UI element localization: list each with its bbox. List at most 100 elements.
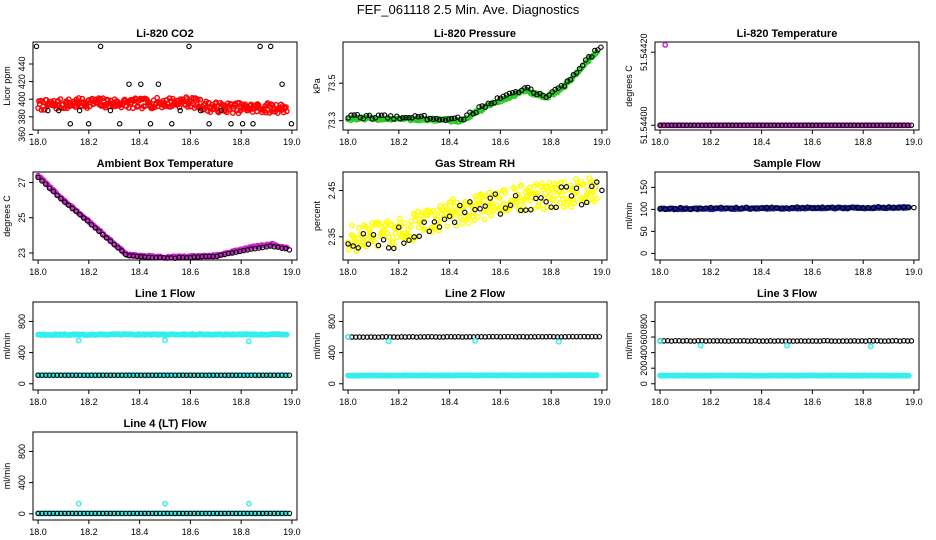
data-point	[233, 510, 239, 517]
x-tick-label: 18.4	[131, 397, 149, 407]
data-point	[431, 219, 438, 225]
y-axis-label: ml/min	[2, 463, 12, 490]
y-tick-label: 440	[17, 56, 27, 71]
plot-frame	[32, 431, 298, 521]
data-point	[391, 245, 397, 252]
data-point	[569, 333, 576, 340]
data-point	[528, 86, 534, 92]
data-point	[401, 240, 407, 246]
data-point	[661, 122, 667, 129]
series-reference	[35, 510, 293, 517]
x-tick-label: 18.8	[232, 267, 250, 277]
data-point	[122, 372, 129, 378]
data-point	[416, 233, 422, 240]
data-point	[501, 333, 507, 340]
data-point	[210, 253, 216, 260]
data-point	[96, 510, 102, 517]
chart-pressure: Li-820 Pressure kPa 18.0 18.2 18.4 18.6 18.8 19…	[312, 28, 611, 147]
data-point	[145, 372, 152, 378]
data-point	[580, 181, 587, 187]
data-point	[191, 372, 197, 378]
data-point	[486, 189, 493, 196]
data-point	[677, 204, 684, 211]
x-tick-label: 18.0	[29, 137, 47, 147]
data-point	[145, 510, 152, 517]
data-point	[459, 220, 465, 227]
plot-frame	[654, 41, 920, 131]
data-point	[589, 183, 595, 190]
data-point	[748, 122, 755, 129]
data-point	[286, 510, 293, 517]
data-point	[664, 122, 671, 129]
data-point	[400, 115, 406, 121]
x-tick-label: 18.2	[390, 137, 408, 147]
data-point	[824, 204, 831, 211]
data-point	[723, 205, 729, 211]
x-tick-label: 18.8	[542, 267, 560, 277]
plot-frame	[342, 41, 608, 131]
data-point	[482, 203, 488, 209]
data-point	[199, 510, 205, 517]
data-point	[444, 334, 450, 340]
data-point	[84, 510, 91, 517]
data-point	[506, 90, 513, 97]
series-reference	[345, 179, 605, 252]
data-point	[462, 209, 468, 216]
data-point	[774, 205, 780, 211]
data-point	[775, 338, 781, 344]
data-point	[210, 372, 216, 378]
data-point	[352, 334, 359, 340]
data-point	[566, 333, 572, 340]
data-point	[111, 510, 117, 517]
data-point	[828, 122, 835, 129]
data-point	[100, 231, 106, 238]
data-point	[206, 510, 213, 517]
chart-line2: Line 2 Flow ml/min 18.0 18.2 18.4 18.6 18.8 19.…	[312, 288, 611, 407]
data-point	[836, 338, 842, 344]
data-point	[901, 204, 907, 210]
data-point	[467, 199, 473, 205]
data-point	[54, 510, 60, 517]
data-point	[433, 115, 440, 122]
data-point	[141, 372, 148, 378]
data-point	[451, 219, 458, 226]
data-point	[96, 372, 102, 378]
data-point	[760, 338, 766, 344]
series-reference	[657, 338, 915, 344]
data-point	[564, 78, 571, 84]
data-point	[908, 122, 915, 129]
x-tick-label: 18.0	[339, 267, 357, 277]
data-point	[116, 121, 123, 127]
x-tick-label: 18.8	[232, 397, 250, 407]
data-point	[695, 122, 701, 129]
data-point	[859, 122, 865, 129]
chart-line4: Line 4 (LT) Flow ml/min 18.0 18.2 18.4 18.6 18…	[2, 418, 301, 537]
data-point	[164, 372, 171, 378]
data-point	[535, 333, 542, 340]
x-tick-label: 18.6	[182, 267, 200, 277]
data-point	[160, 510, 167, 517]
data-point	[439, 116, 446, 123]
data-point	[794, 338, 800, 344]
plot-frame	[654, 171, 920, 261]
data-point	[371, 334, 378, 340]
data-point	[218, 107, 225, 114]
data-point	[172, 510, 178, 517]
y-axis-label: ml/min	[312, 333, 322, 360]
data-point	[456, 209, 463, 216]
data-point	[366, 112, 373, 119]
data-point	[703, 338, 709, 344]
data-point	[345, 247, 352, 253]
data-point	[81, 510, 87, 517]
data-point	[573, 70, 580, 76]
data-point	[147, 121, 154, 127]
data-point	[183, 510, 190, 517]
data-point	[494, 95, 501, 101]
data-point	[206, 253, 213, 260]
data-point	[729, 122, 736, 129]
data-point	[375, 242, 382, 249]
data-point	[442, 203, 449, 210]
data-point	[442, 117, 449, 123]
data-point	[434, 207, 440, 214]
data-point	[695, 338, 701, 344]
